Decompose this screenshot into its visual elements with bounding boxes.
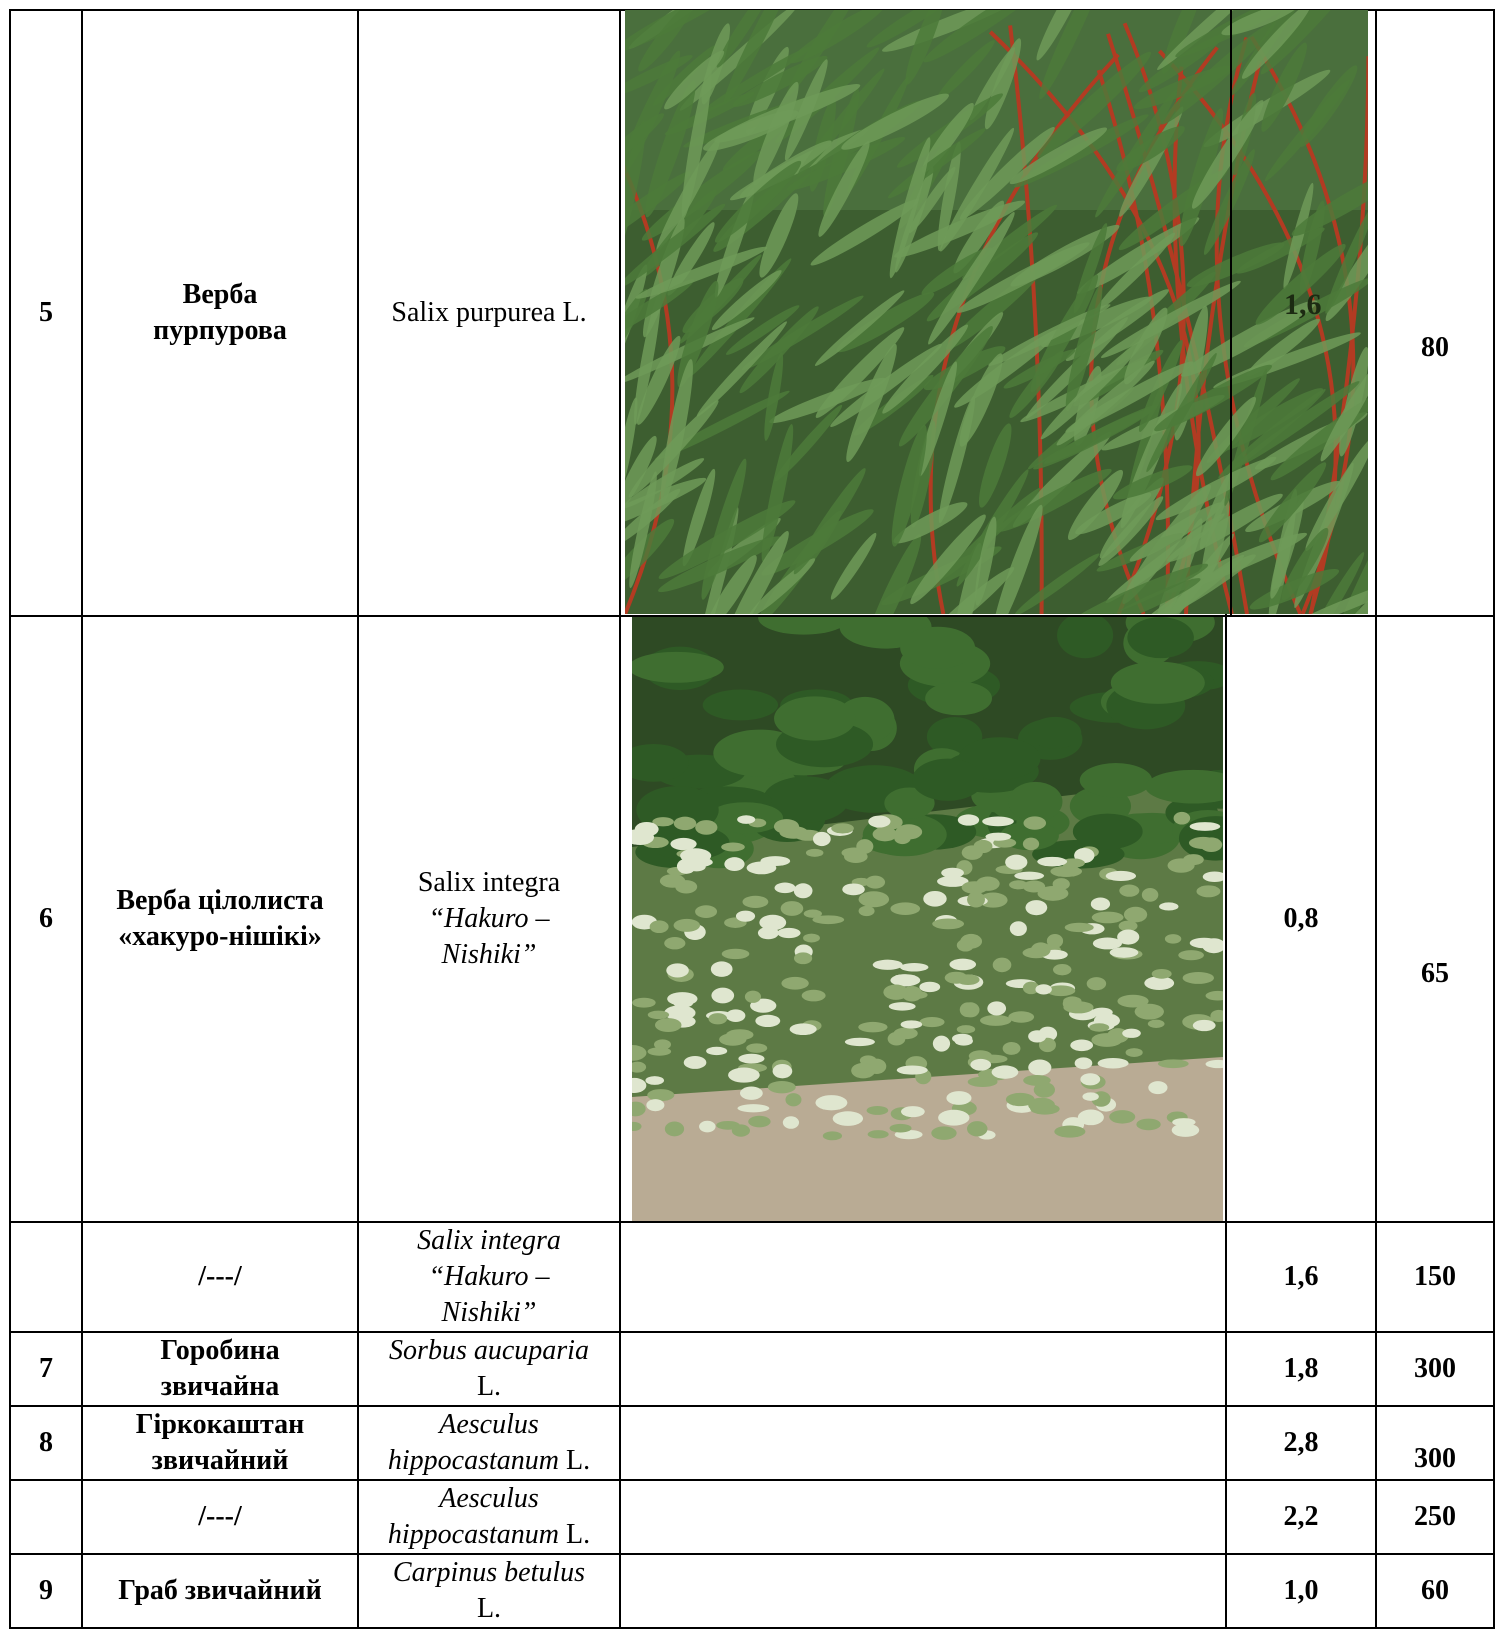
common-name: /---/ xyxy=(81,1221,359,1333)
table-row: 9 Граб звичайний Carpinus betulus L. 1,0… xyxy=(9,1553,1495,1629)
table-row: /---/ Aesculus hippocastanum L. 2,2 250 xyxy=(9,1479,1495,1555)
row-number: 5 xyxy=(9,9,83,617)
latin-name: Aesculus hippocastanum L. xyxy=(357,1479,621,1555)
height-value: 2,8 xyxy=(1225,1405,1377,1481)
photo-cell xyxy=(619,1331,1227,1407)
age-value: 250 xyxy=(1375,1479,1495,1555)
row-number: 7 xyxy=(9,1331,83,1407)
table-row: 7 Горобина звичайна Sorbus aucuparia L. … xyxy=(9,1331,1495,1407)
table-row: 8 Гіркокаштан звичайний Aesculus hippoca… xyxy=(9,1405,1495,1481)
photo-cell xyxy=(619,1479,1227,1555)
height-value: 1,6 xyxy=(1225,1221,1377,1333)
age-value: 150 xyxy=(1375,1221,1495,1333)
row-number xyxy=(9,1221,83,1333)
willow-purple-image xyxy=(625,10,1368,614)
common-name: Горобина звичайна xyxy=(81,1331,359,1407)
height-value: 2,2 xyxy=(1225,1479,1377,1555)
latin-name: Salix purpurea L. xyxy=(357,9,621,617)
photo-cell xyxy=(619,1221,1227,1333)
column-divider xyxy=(1230,9,1232,615)
row-number xyxy=(9,1479,83,1555)
willow-hakuro-image xyxy=(632,617,1223,1221)
latin-name: Carpinus betulus L. xyxy=(357,1553,621,1629)
row-number: 8 xyxy=(9,1405,83,1481)
age-value: 300 xyxy=(1375,1331,1495,1407)
height-value: 1,0 xyxy=(1225,1553,1377,1629)
latin-name: Salix integra “Hakuro – Nishiki” xyxy=(357,615,621,1223)
photo-cell xyxy=(619,1553,1227,1629)
common-name: /---/ xyxy=(81,1479,359,1555)
common-name: Граб звичайний xyxy=(81,1553,359,1629)
common-name: Верба пурпурова xyxy=(81,9,359,617)
latin-name: Sorbus aucuparia L. xyxy=(357,1331,621,1407)
age-value: 80 xyxy=(1375,9,1495,617)
willow-hakuro-photo xyxy=(632,617,1223,1221)
common-name: Верба цілолиста «хакуро-нішікі» xyxy=(81,615,359,1223)
table-row: /---/ Salix integra “Hakuro – Nishiki” 1… xyxy=(9,1221,1495,1333)
height-value: 0,8 xyxy=(1225,615,1377,1223)
age-value: 300 xyxy=(1375,1405,1495,1481)
willow-purple-photo xyxy=(625,10,1368,614)
common-name: Гіркокаштан звичайний xyxy=(81,1405,359,1481)
latin-name: Salix integra “Hakuro – Nishiki” xyxy=(357,1221,621,1333)
age-value: 60 xyxy=(1375,1553,1495,1629)
age-value: 65 xyxy=(1375,615,1495,1223)
height-value-overlay: 1,6 xyxy=(1284,288,1322,321)
row-number: 6 xyxy=(9,615,83,1223)
photo-cell xyxy=(619,1405,1227,1481)
row-number: 9 xyxy=(9,1553,83,1629)
latin-name: Aesculus hippocastanum L. xyxy=(357,1405,621,1481)
height-value: 1,8 xyxy=(1225,1331,1377,1407)
